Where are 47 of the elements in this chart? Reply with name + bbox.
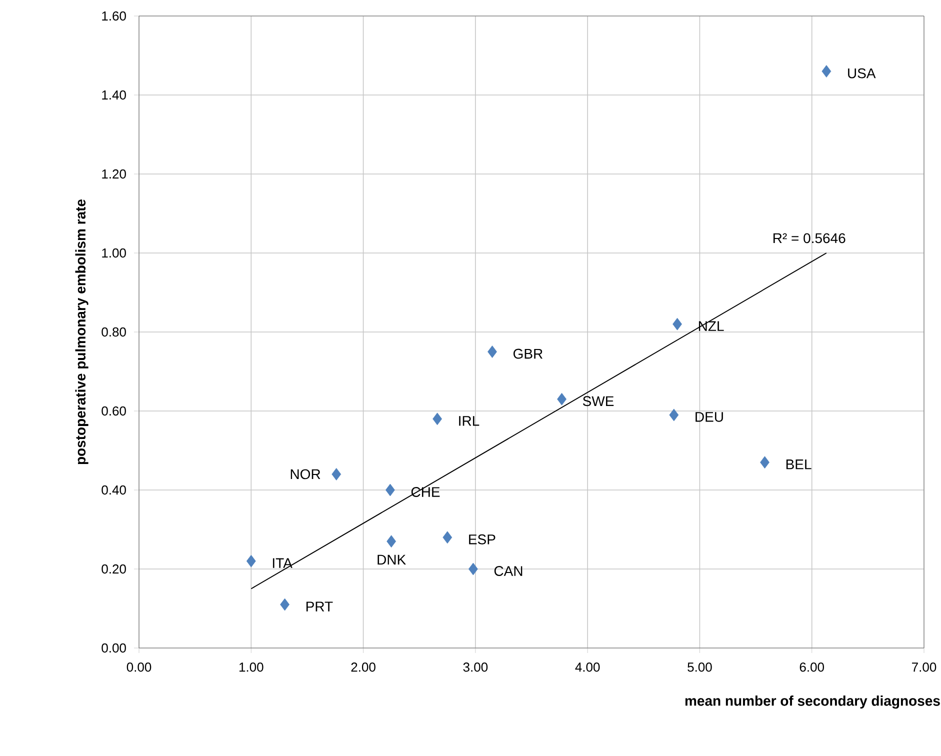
annotation: ITA — [272, 558, 292, 568]
y-tick-label: 1.00 — [102, 248, 126, 258]
point — [386, 535, 396, 548]
y-tick-label: 0.00 — [102, 643, 126, 653]
y-tick-label: 0.60 — [102, 406, 126, 416]
annotation: USA — [848, 68, 876, 78]
x-tick-label: 3.00 — [463, 662, 488, 672]
annotation: GBR — [513, 348, 542, 359]
x-tick-label: 7.00 — [912, 662, 936, 672]
x-tick-label: 6.00 — [800, 662, 824, 672]
annotation: NZL — [698, 321, 724, 331]
point — [280, 598, 290, 611]
point — [432, 412, 442, 426]
annotation: CAN — [494, 566, 522, 576]
annotation: DNK — [378, 554, 406, 565]
point — [332, 468, 342, 480]
annotation: R² = 0.5646 — [773, 233, 846, 244]
point — [488, 346, 497, 358]
point — [669, 408, 679, 422]
y-tick-label: 0.20 — [102, 564, 126, 574]
point — [822, 65, 832, 78]
y-tick-label: 1.20 — [102, 169, 126, 179]
x-tick-label: 5.00 — [688, 662, 712, 672]
annotation: SWE — [582, 396, 614, 406]
y-tick-label: 1.60 — [102, 11, 126, 21]
x-tick-label: 2.00 — [351, 662, 376, 672]
y-axis-title: postoperative pulmonary embolism rate — [75, 199, 88, 464]
x-tick-label: 1.00 — [239, 662, 264, 672]
point — [468, 562, 478, 576]
annotation: NOR — [290, 469, 320, 480]
point — [760, 456, 770, 469]
point — [386, 484, 395, 496]
annotation: DEU — [696, 412, 723, 422]
point — [246, 554, 256, 568]
y-tick-label: 1.40 — [102, 90, 126, 100]
annotation: BEL — [786, 460, 812, 470]
point — [442, 531, 452, 544]
point — [557, 392, 566, 406]
annotation: IRL — [459, 416, 480, 426]
annotation: PRT — [306, 602, 333, 612]
x-axis-title: mean number of secondary diagnoses — [685, 696, 940, 709]
point — [672, 318, 682, 330]
y-tick-label: 0.40 — [102, 485, 126, 495]
annotation: ESP — [469, 534, 496, 544]
x-tick-label: 0.00 — [126, 662, 152, 672]
y-tick-label: 0.80 — [102, 327, 126, 337]
x-tick-label: 4.00 — [575, 662, 600, 672]
